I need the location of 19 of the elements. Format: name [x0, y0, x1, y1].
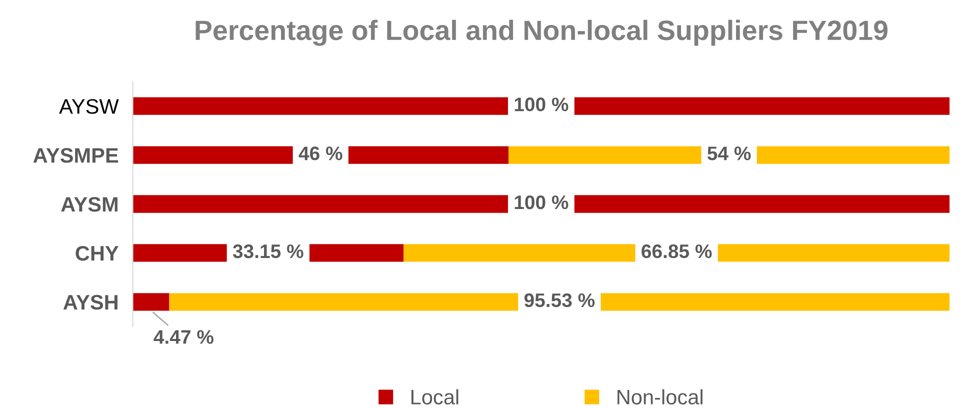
data-label: 66.85 %	[642, 244, 712, 258]
data-label: 46 %	[298, 146, 342, 160]
data-label: 4.47 %	[154, 330, 214, 344]
data-label: 95.53 %	[524, 293, 595, 308]
y-tick-label: AYSW	[59, 99, 119, 114]
data-label: 33.15 %	[232, 244, 304, 258]
y-tick-label: AYSH	[63, 294, 118, 310]
y-tick-label: AYSM	[61, 197, 118, 212]
legend-label: Non-local	[618, 389, 702, 405]
bar	[132, 97, 950, 115]
bar	[132, 195, 950, 213]
y-tick-label: AYSMPE	[33, 148, 118, 163]
chart-title: Percentage of Local and Non-local Suppliers FY2019	[196, 20, 888, 46]
bar	[132, 293, 170, 311]
legend-label: Local	[411, 389, 458, 405]
data-label: 100 %	[514, 195, 568, 210]
data-label: 100 %	[514, 98, 568, 112]
y-tick-label: CHY	[76, 246, 119, 261]
data-label: 54 %	[708, 146, 751, 160]
